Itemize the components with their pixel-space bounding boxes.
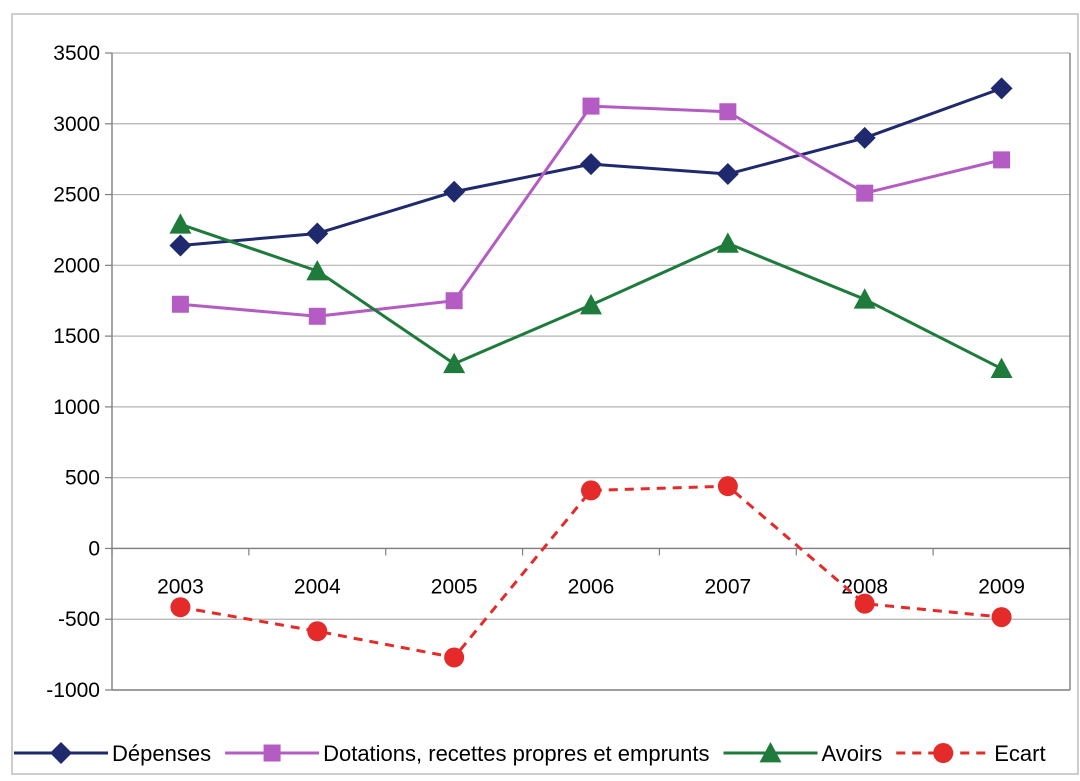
legend-item: Dotations, recettes propres et emprunts — [225, 741, 710, 766]
data-point — [445, 292, 463, 310]
legend-marker — [50, 742, 72, 764]
legend-marker — [263, 744, 281, 762]
y-tick-label: 1500 — [53, 325, 100, 348]
x-tick-label: 2007 — [704, 575, 751, 598]
data-point — [169, 213, 192, 234]
data-point — [580, 293, 602, 315]
x-tick-label: 2005 — [431, 575, 478, 598]
x-tick-label: 2009 — [978, 575, 1025, 598]
y-tick-label: -500 — [58, 608, 100, 631]
data-point — [169, 234, 192, 257]
legend-item: Ecart — [896, 741, 1046, 766]
legend-item: Dépenses — [14, 741, 211, 766]
data-point — [581, 480, 601, 501]
data-point — [308, 307, 326, 325]
data-point — [443, 180, 466, 203]
legend-label: Avoirs — [822, 741, 883, 766]
data-point — [307, 621, 328, 642]
series-group — [169, 77, 1013, 668]
data-point — [990, 77, 1013, 100]
series-1 — [169, 77, 1013, 257]
data-point — [993, 151, 1011, 169]
data-point — [170, 597, 191, 618]
data-point — [171, 295, 189, 313]
x-tick-label: 2006 — [568, 575, 615, 598]
series-3 — [169, 213, 1013, 379]
data-point — [853, 288, 876, 309]
data-point — [306, 222, 329, 245]
y-tick-label: 1000 — [53, 396, 100, 419]
legend-label: Dotations, recettes propres et emprunts — [323, 741, 709, 766]
data-point — [444, 647, 465, 668]
gridlines — [112, 52, 1070, 620]
legend-label: Dépenses — [112, 741, 211, 766]
legend-item: Avoirs — [723, 741, 883, 766]
legend-label: Ecart — [994, 741, 1045, 766]
series-2 — [171, 97, 1011, 325]
y-tick-label: 500 — [65, 467, 100, 490]
x-tick-label: 2003 — [157, 575, 204, 598]
data-point — [580, 153, 602, 176]
data-point — [717, 476, 738, 497]
axes: 3500 3000 2500 2000 1500 1000 500 0 -500 -1000 200… — [46, 42, 1071, 702]
y-tick-label: 0 — [88, 537, 100, 560]
data-point — [716, 163, 739, 186]
chart-frame — [11, 13, 1079, 775]
y-tick-label: 2500 — [53, 184, 100, 207]
y-tick-label: -1000 — [46, 679, 100, 702]
y-tick-label: 2000 — [53, 254, 100, 277]
data-point — [716, 232, 739, 253]
legend: Dépenses Dotations, recettes propres et e… — [14, 741, 1046, 766]
data-point — [443, 352, 466, 374]
legend-marker — [933, 743, 954, 763]
data-point — [719, 103, 737, 121]
data-point — [991, 607, 1012, 628]
legend-marker — [759, 742, 782, 763]
x-tick-label: 2008 — [841, 575, 888, 598]
data-point — [854, 593, 875, 614]
data-point — [582, 97, 600, 115]
data-point — [306, 259, 329, 281]
data-point — [856, 184, 874, 202]
data-point — [990, 357, 1013, 379]
data-point — [853, 126, 876, 149]
y-tick-label: 3000 — [53, 113, 100, 136]
y-tick-label: 3500 — [53, 42, 100, 65]
series-4 — [170, 476, 1012, 668]
x-tick-label: 2004 — [294, 575, 341, 598]
